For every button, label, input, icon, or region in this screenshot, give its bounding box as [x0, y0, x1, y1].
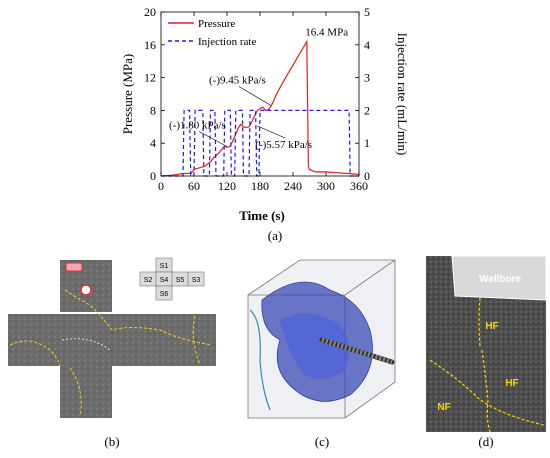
face-far — [164, 314, 216, 366]
panel-c-3d-model — [230, 250, 412, 430]
x-tick-label: 0 — [158, 179, 164, 193]
x-tick-label: 300 — [317, 179, 335, 193]
wellbore-marker — [65, 262, 83, 272]
y-right-tick-label: 1 — [364, 136, 370, 150]
annotation-arrow — [238, 86, 272, 106]
annotation-label: (-)1.80 kPa/s — [169, 119, 226, 131]
annotation-label: (-)5.57 kPa/s — [255, 139, 312, 151]
cell-s4: S4 — [160, 277, 169, 284]
face-index-grid: S1 S2 S4 S5 S3 S6 — [139, 257, 205, 301]
y-right-tick-label: 3 — [364, 71, 370, 85]
x-axis-label: Time (s) — [239, 208, 285, 223]
y-right-tick-label: 5 — [364, 5, 370, 19]
cell-s1: S1 — [160, 263, 169, 270]
y-left-tick-label: 20 — [144, 5, 156, 19]
y-right-tick-label: 0 — [364, 169, 370, 183]
face-left — [8, 314, 60, 366]
panel-d-photo: Wellbore HF HF NF — [425, 255, 547, 433]
x-tick-label: 180 — [251, 179, 269, 193]
y-axis-right-label: Injection rate (mL/min) — [395, 33, 410, 156]
x-tick-label: 60 — [188, 179, 200, 193]
panel-label-b: (b) — [104, 434, 119, 449]
cell-s6: S6 — [160, 291, 169, 298]
annotation-label: 16.4 MPa — [305, 27, 348, 39]
panel-b-fracture-map — [8, 260, 216, 418]
x-tick-label: 120 — [218, 179, 236, 193]
chart-annotations: 16.4 MPa (-)9.45 kPa/s (-)1.80 kPa/s (-)5.5… — [169, 27, 348, 151]
y-left-tick-label: 12 — [144, 71, 156, 85]
y-right-tick-label: 2 — [364, 103, 370, 117]
chart-series — [160, 39, 360, 177]
face-right — [112, 314, 164, 366]
cell-s3: S3 — [192, 277, 201, 284]
y-right-tick-label: 4 — [364, 38, 370, 52]
face-bottom — [60, 366, 112, 418]
annotation-label: (-)9.45 kPa/s — [209, 74, 266, 86]
cell-s5: S5 — [176, 277, 185, 284]
chart-legend: Pressure Injection rate — [168, 18, 256, 48]
series-line-pressure — [160, 39, 360, 177]
y-left-tick-label: 16 — [144, 38, 156, 52]
x-tick-label: 360 — [350, 179, 368, 193]
hf-label-lower: HF — [505, 378, 518, 389]
hf-label-upper: HF — [485, 321, 498, 332]
legend-label-injection: Injection rate — [198, 36, 256, 48]
annotation-arrow — [257, 125, 286, 139]
cell-s2: S2 — [144, 277, 153, 284]
nf-label: NF — [437, 402, 450, 413]
y-axis-left-label: Pressure (MPa) — [120, 54, 135, 135]
wellbore-label: Wellbore — [479, 274, 521, 285]
y-left-tick-label: 8 — [150, 103, 156, 117]
plot-frame — [160, 11, 360, 177]
legend-label-pressure: Pressure — [198, 18, 235, 30]
panel-label-c: (c) — [315, 434, 329, 449]
x-tick-label: 240 — [284, 179, 302, 193]
panel-label-d: (d) — [478, 434, 493, 449]
panel-label-a: (a) — [268, 228, 282, 243]
annotation-arrow — [198, 131, 228, 147]
y-left-tick-label: 0 — [150, 169, 156, 183]
y-left-tick-label: 4 — [150, 136, 156, 150]
injection-hole — [80, 284, 92, 296]
